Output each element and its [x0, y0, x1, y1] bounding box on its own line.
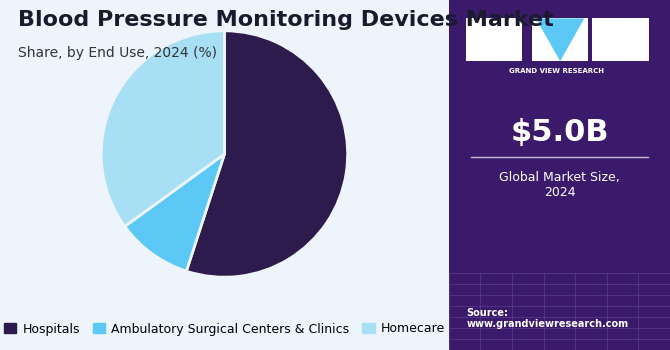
FancyBboxPatch shape [466, 19, 522, 61]
FancyBboxPatch shape [592, 19, 649, 61]
Text: GRAND VIEW RESEARCH: GRAND VIEW RESEARCH [509, 68, 604, 74]
FancyBboxPatch shape [532, 19, 588, 61]
Wedge shape [186, 31, 348, 277]
Text: Global Market Size,
2024: Global Market Size, 2024 [499, 172, 620, 200]
Legend: Hospitals, Ambulatory Surgical Centers & Clinics, Homecare: Hospitals, Ambulatory Surgical Centers &… [0, 317, 450, 341]
Text: Source:
www.grandviewresearch.com: Source: www.grandviewresearch.com [466, 308, 628, 329]
FancyBboxPatch shape [449, 0, 670, 350]
Text: Blood Pressure Monitoring Devices Market: Blood Pressure Monitoring Devices Market [18, 10, 553, 30]
Wedge shape [101, 31, 224, 226]
Polygon shape [536, 19, 584, 61]
Text: Share, by End Use, 2024 (%): Share, by End Use, 2024 (%) [18, 46, 217, 60]
Text: $5.0B: $5.0B [510, 119, 609, 147]
Wedge shape [125, 154, 224, 271]
